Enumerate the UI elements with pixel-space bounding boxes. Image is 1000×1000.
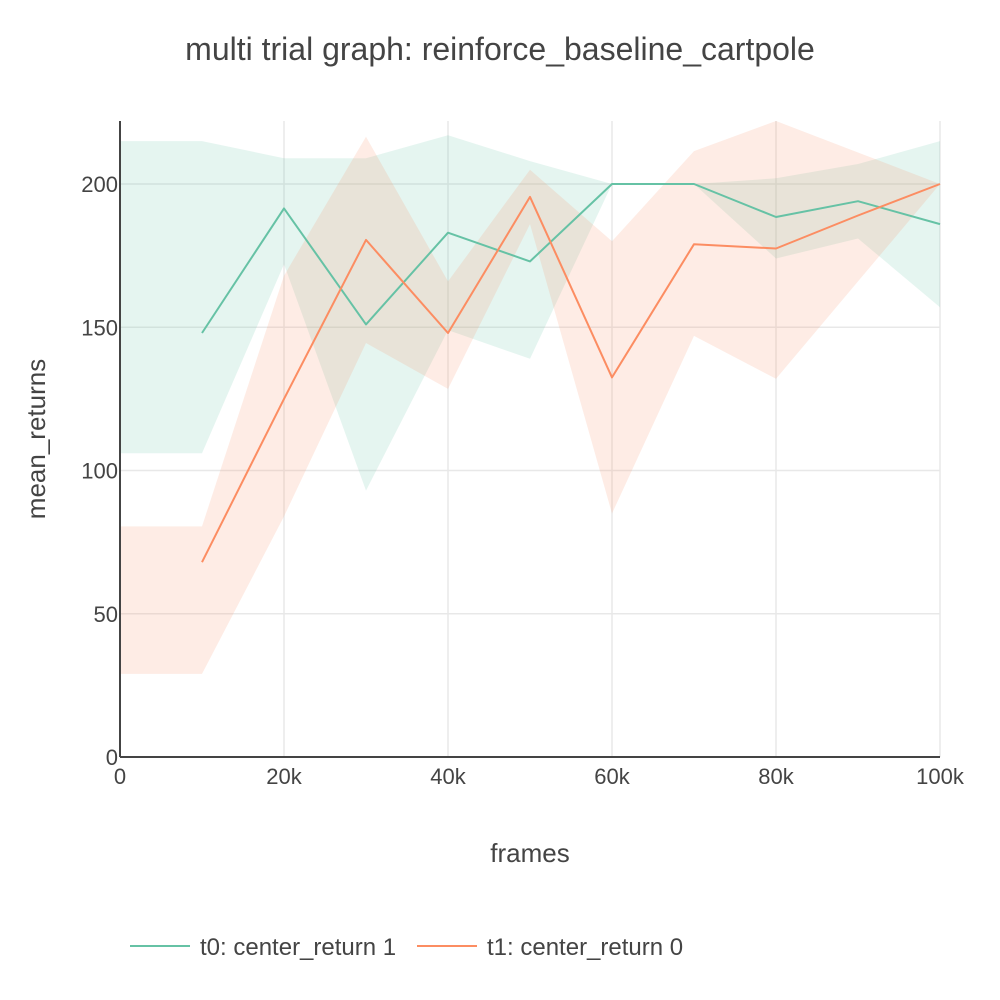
- band-layer: [120, 121, 940, 674]
- x-tick-label-2: 40k: [430, 764, 466, 789]
- legend-label-1: t1: center_return 0: [487, 934, 683, 961]
- y-tick-label-3: 150: [81, 315, 118, 340]
- legend: t0: center_return 1 t1: center_return 0: [130, 934, 683, 961]
- grid-layer: [120, 121, 941, 757]
- tick-layer: 0 20k 40k 60k 80k 100k 0 50 100 150 200: [81, 172, 965, 789]
- y-tick-label-4: 200: [81, 172, 118, 197]
- y-tick-label-1: 50: [94, 602, 118, 627]
- line-series-1: [201, 183, 941, 563]
- band-series-0: [120, 135, 940, 491]
- legend-label-0: t0: center_return 1: [200, 934, 396, 961]
- y-axis-title: mean_returns: [21, 359, 51, 519]
- line-series-0: [201, 183, 941, 334]
- x-tick-label-3: 60k: [594, 764, 630, 789]
- axis-layer: [119, 121, 940, 758]
- x-axis-title: frames: [490, 838, 569, 868]
- band-series-1: [120, 121, 940, 674]
- chart-title: multi trial graph: reinforce_baseline_ca…: [185, 31, 815, 67]
- x-tick-label-5: 100k: [916, 764, 965, 789]
- y-tick-label-0: 0: [106, 745, 118, 770]
- x-tick-label-4: 80k: [758, 764, 794, 789]
- line-layer: [201, 183, 941, 563]
- x-tick-label-0: 0: [114, 764, 126, 789]
- x-tick-label-1: 20k: [266, 764, 302, 789]
- y-tick-label-2: 100: [81, 459, 118, 484]
